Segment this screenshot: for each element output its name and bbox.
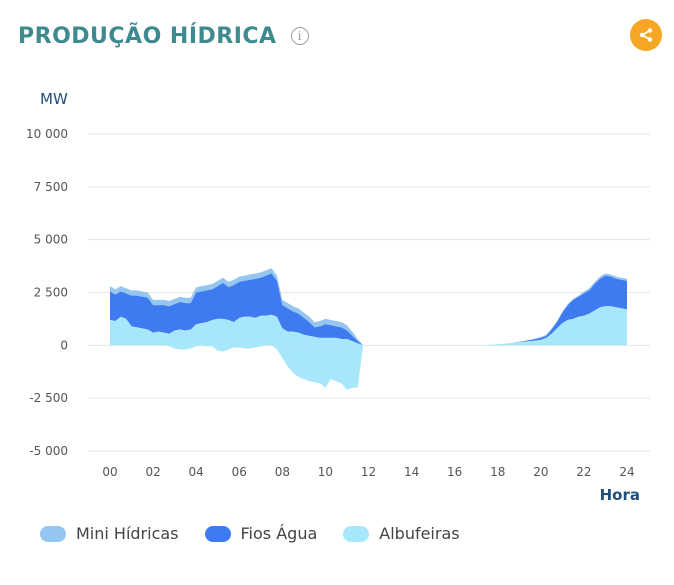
legend-item-fios-agua[interactable]: Fios Água (204, 524, 318, 543)
y-tick-label: 0 (60, 338, 68, 352)
y-tick-label: -2 500 (29, 391, 68, 405)
legend-label: Mini Hídricas (76, 524, 179, 543)
page-title: PRODUÇÃO HÍDRICA (18, 23, 277, 49)
legend-swatch (40, 525, 66, 542)
info-icon[interactable]: i (290, 27, 309, 45)
series-area-fios-agua (110, 273, 627, 346)
x-tick-label: 22 (576, 465, 591, 479)
x-axis-title: Hora (600, 486, 640, 504)
y-tick-label: -5 000 (29, 444, 68, 458)
x-tick-label: 02 (145, 465, 160, 479)
x-tick-label: 18 (490, 465, 505, 479)
y-tick-label: 5 000 (34, 233, 68, 247)
y-tick-label: 10 000 (26, 127, 68, 141)
grid (88, 133, 650, 452)
legend: Mini Hídricas Fios Água Albufeiras (40, 524, 486, 543)
legend-swatch (204, 525, 231, 542)
series-areas (110, 268, 627, 390)
x-tick-label: 04 (189, 465, 204, 479)
legend-swatch (343, 525, 370, 542)
x-tick-label: 08 (275, 465, 290, 479)
y-tick-label: 2 500 (34, 286, 68, 300)
x-tick-label: 06 (232, 465, 247, 479)
y-tick-label: 7 500 (34, 180, 68, 194)
legend-item-albufeiras[interactable]: Albufeiras (343, 524, 460, 543)
legend-label: Fios Água (240, 524, 318, 543)
share-button[interactable] (630, 19, 662, 51)
series-area-albufeiras-pumping (110, 345, 627, 390)
hydro-production-chart: MW Hora -5 000 -2 500 0 2 500 5 000 7 500 10 0… (26, 90, 650, 504)
x-tick-label: 00 (102, 465, 117, 479)
x-axis: 00 02 04 06 08 10 12 14 16 18 20 22 24 (102, 465, 634, 479)
x-tick-label: 16 (447, 465, 462, 479)
x-tick-label: 12 (361, 465, 376, 479)
x-tick-label: 14 (404, 465, 419, 479)
legend-item-mini-hidricas[interactable]: Mini Hídricas (40, 524, 179, 543)
x-tick-label: 10 (318, 465, 333, 479)
series-area-albufeiras (110, 306, 627, 346)
x-tick-label: 20 (533, 465, 548, 479)
chart-header: PRODUÇÃO HÍDRICA i (18, 18, 309, 54)
x-tick-label: 24 (619, 465, 634, 479)
y-axis: -5 000 -2 500 0 2 500 5 000 7 500 10 000 (26, 127, 68, 458)
legend-label: Albufeiras (379, 524, 460, 543)
y-axis-title: MW (40, 90, 68, 108)
share-icon (639, 28, 653, 42)
